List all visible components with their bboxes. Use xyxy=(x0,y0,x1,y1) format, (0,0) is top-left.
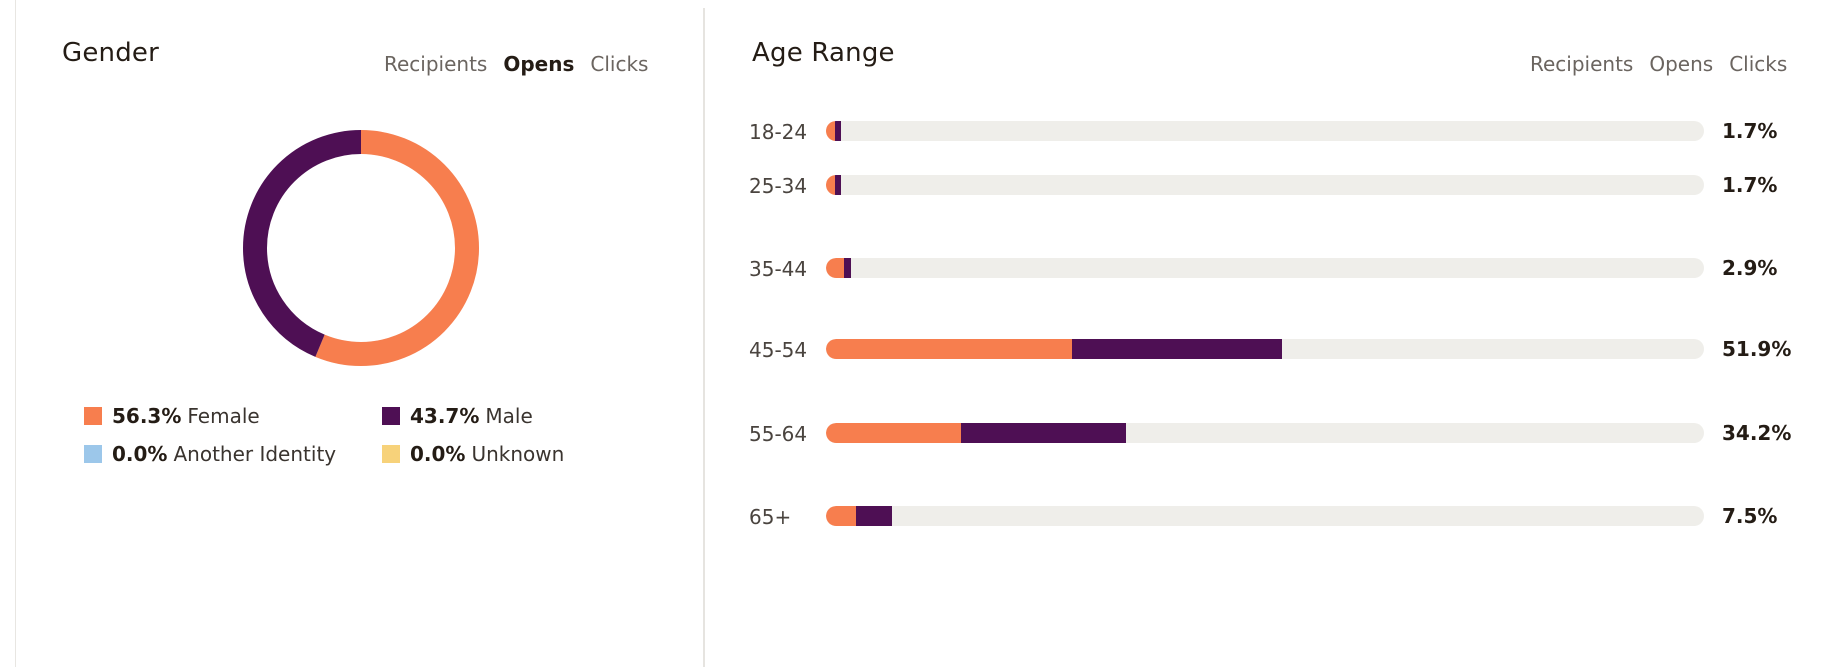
age-bar-female xyxy=(826,121,835,141)
age-bar-female xyxy=(826,423,962,443)
legend-female-pct: 56.3% xyxy=(112,404,182,428)
legend-female-label: Female xyxy=(187,404,260,428)
age-row-25-34: 25-34 1.7% xyxy=(704,172,1824,252)
age-bar-track xyxy=(826,506,1704,526)
legend-female-swatch xyxy=(84,407,102,425)
gender-tab-recipients[interactable]: Recipients xyxy=(384,52,488,76)
legend-male-swatch xyxy=(382,407,400,425)
age-pct: 2.9% xyxy=(1722,256,1778,280)
legend-another-identity-swatch xyxy=(84,445,102,463)
age-range-tabs: Recipients Opens Clicks xyxy=(1530,52,1787,76)
legend-male-pct: 43.7% xyxy=(410,404,480,428)
age-label: 18-24 xyxy=(749,120,808,144)
age-bar-track xyxy=(826,175,1704,195)
age-bar-female xyxy=(826,506,856,526)
age-label: 45-54 xyxy=(749,338,808,362)
legend-unknown-swatch xyxy=(382,445,400,463)
legend-another-identity-pct: 0.0% xyxy=(112,442,168,466)
age-bar-male xyxy=(843,258,852,278)
panel-divider xyxy=(703,8,705,667)
age-row-65-plus: 65+ 7.5% xyxy=(704,503,1824,583)
gender-tab-opens[interactable]: Opens xyxy=(503,52,575,76)
gender-tab-clicks[interactable]: Clicks xyxy=(590,52,649,76)
age-row-35-44: 35-44 2.9% xyxy=(704,255,1824,335)
legend-another-identity-label: Another Identity xyxy=(173,442,337,466)
legend-male: 43.7% Male xyxy=(382,404,533,428)
gender-panel: Gender Recipients Opens Clicks 56.3% Fem… xyxy=(0,0,703,667)
age-bar-male xyxy=(855,506,892,526)
gender-title: Gender xyxy=(62,38,160,68)
age-tab-recipients[interactable]: Recipients xyxy=(1530,52,1634,76)
age-tab-clicks[interactable]: Clicks xyxy=(1729,52,1788,76)
age-pct: 1.7% xyxy=(1722,173,1778,197)
legend-unknown-pct: 0.0% xyxy=(410,442,466,466)
age-row-55-64: 55-64 34.2% xyxy=(704,420,1824,500)
age-row-45-54: 45-54 51.9% xyxy=(704,336,1824,416)
age-range-panel: Age Range Recipients Opens Clicks 18-24 1… xyxy=(704,0,1824,667)
age-bar-male xyxy=(1072,339,1282,359)
age-bar-track xyxy=(826,258,1704,278)
age-pct: 34.2% xyxy=(1722,421,1792,445)
age-label: 25-34 xyxy=(749,174,808,198)
age-pct: 1.7% xyxy=(1722,119,1778,143)
age-label: 35-44 xyxy=(749,257,808,281)
legend-another-identity: 0.0% Another Identity xyxy=(84,442,336,466)
age-label: 65+ xyxy=(749,505,792,529)
age-row-18-24: 18-24 1.7% xyxy=(704,118,1824,198)
legend-female: 56.3% Female xyxy=(84,404,260,428)
age-bar-female xyxy=(826,339,1073,359)
age-bar-track xyxy=(826,423,1704,443)
age-tab-opens[interactable]: Opens xyxy=(1649,52,1714,76)
age-bar-track xyxy=(826,121,1704,141)
age-bar-male xyxy=(961,423,1127,443)
age-pct: 51.9% xyxy=(1722,337,1792,361)
age-bar-male xyxy=(834,121,841,141)
age-bar-male xyxy=(834,175,841,195)
legend-male-label: Male xyxy=(485,404,533,428)
legend-unknown: 0.0% Unknown xyxy=(382,442,564,466)
legend-unknown-label: Unknown xyxy=(471,442,565,466)
age-pct: 7.5% xyxy=(1722,504,1778,528)
age-bar-female xyxy=(826,175,835,195)
panel-left-border xyxy=(15,0,16,667)
gender-donut-chart xyxy=(243,130,479,366)
donut-slice-male xyxy=(243,130,479,366)
age-label: 55-64 xyxy=(749,422,808,446)
age-bar-track xyxy=(826,339,1704,359)
gender-tabs: Recipients Opens Clicks xyxy=(384,52,648,76)
age-bar-female xyxy=(826,258,844,278)
age-range-title: Age Range xyxy=(752,38,895,68)
